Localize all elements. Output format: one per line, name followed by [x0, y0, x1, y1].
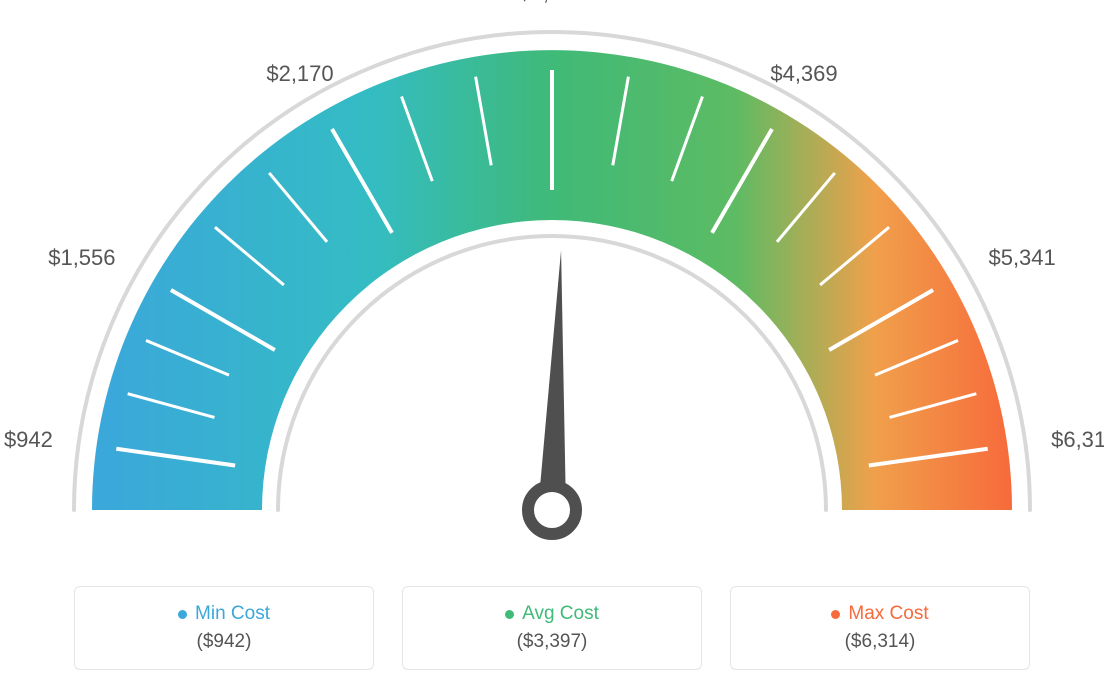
- legend-card-min-cost: Min Cost ($942): [74, 586, 374, 670]
- gauge-tick-label: $3,397: [518, 0, 585, 6]
- gauge-tick-label: $6,314: [1051, 427, 1104, 453]
- legend-dot-icon: [831, 610, 840, 619]
- legend-card-avg-cost: Avg Cost ($3,397): [402, 586, 702, 670]
- gauge-tick-label: $5,341: [988, 245, 1055, 271]
- cost-gauge-widget: $942 $1,556 $2,170 $3,397 $4,369 $5,341 $6,314…: [0, 0, 1104, 690]
- gauge-tick-label: $942: [4, 427, 53, 453]
- legend-title: Min Cost: [178, 603, 270, 625]
- legend-title: Avg Cost: [505, 603, 599, 625]
- legend-value: ($6,314): [845, 631, 916, 653]
- gauge-tick-label: $1,556: [48, 245, 115, 271]
- legend-card-max-cost: Max Cost ($6,314): [730, 586, 1030, 670]
- gauge-tick-label: $2,170: [266, 61, 333, 87]
- legend-dot-icon: [505, 610, 514, 619]
- gauge-tick-label: $4,369: [770, 61, 837, 87]
- legend-title: Max Cost: [831, 603, 928, 625]
- legend-row: Min Cost ($942) Avg Cost ($3,397) Max Cost ($…: [0, 586, 1104, 670]
- legend-dot-icon: [178, 610, 187, 619]
- legend-value: ($942): [197, 631, 252, 653]
- legend-label: Min Cost: [195, 603, 270, 625]
- gauge-chart: [22, 30, 1082, 570]
- legend-label: Max Cost: [848, 603, 928, 625]
- gauge-area: $942 $1,556 $2,170 $3,397 $4,369 $5,341 $6,314: [0, 0, 1104, 560]
- legend-value: ($3,397): [517, 631, 588, 653]
- legend-label: Avg Cost: [522, 603, 599, 625]
